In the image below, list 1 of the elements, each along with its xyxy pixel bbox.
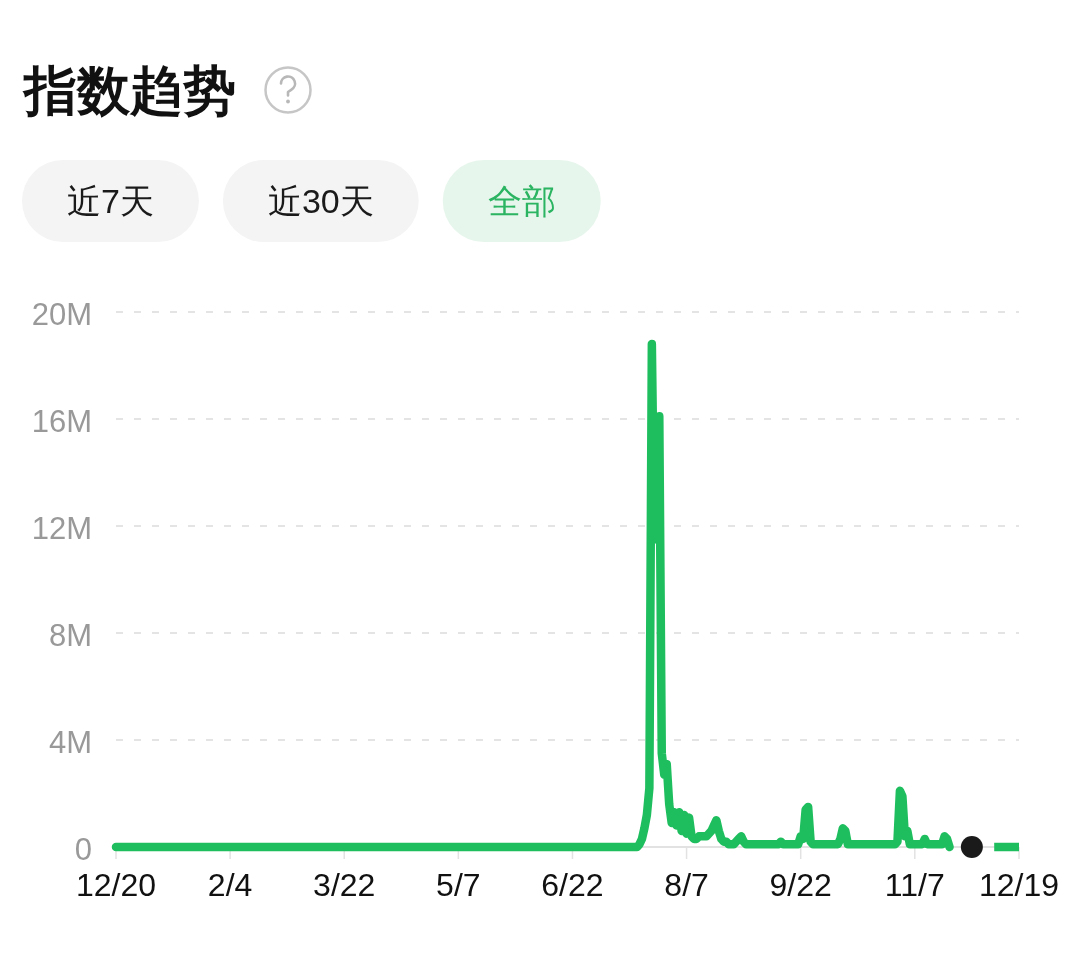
title: 指数趋势 — [24, 60, 236, 120]
